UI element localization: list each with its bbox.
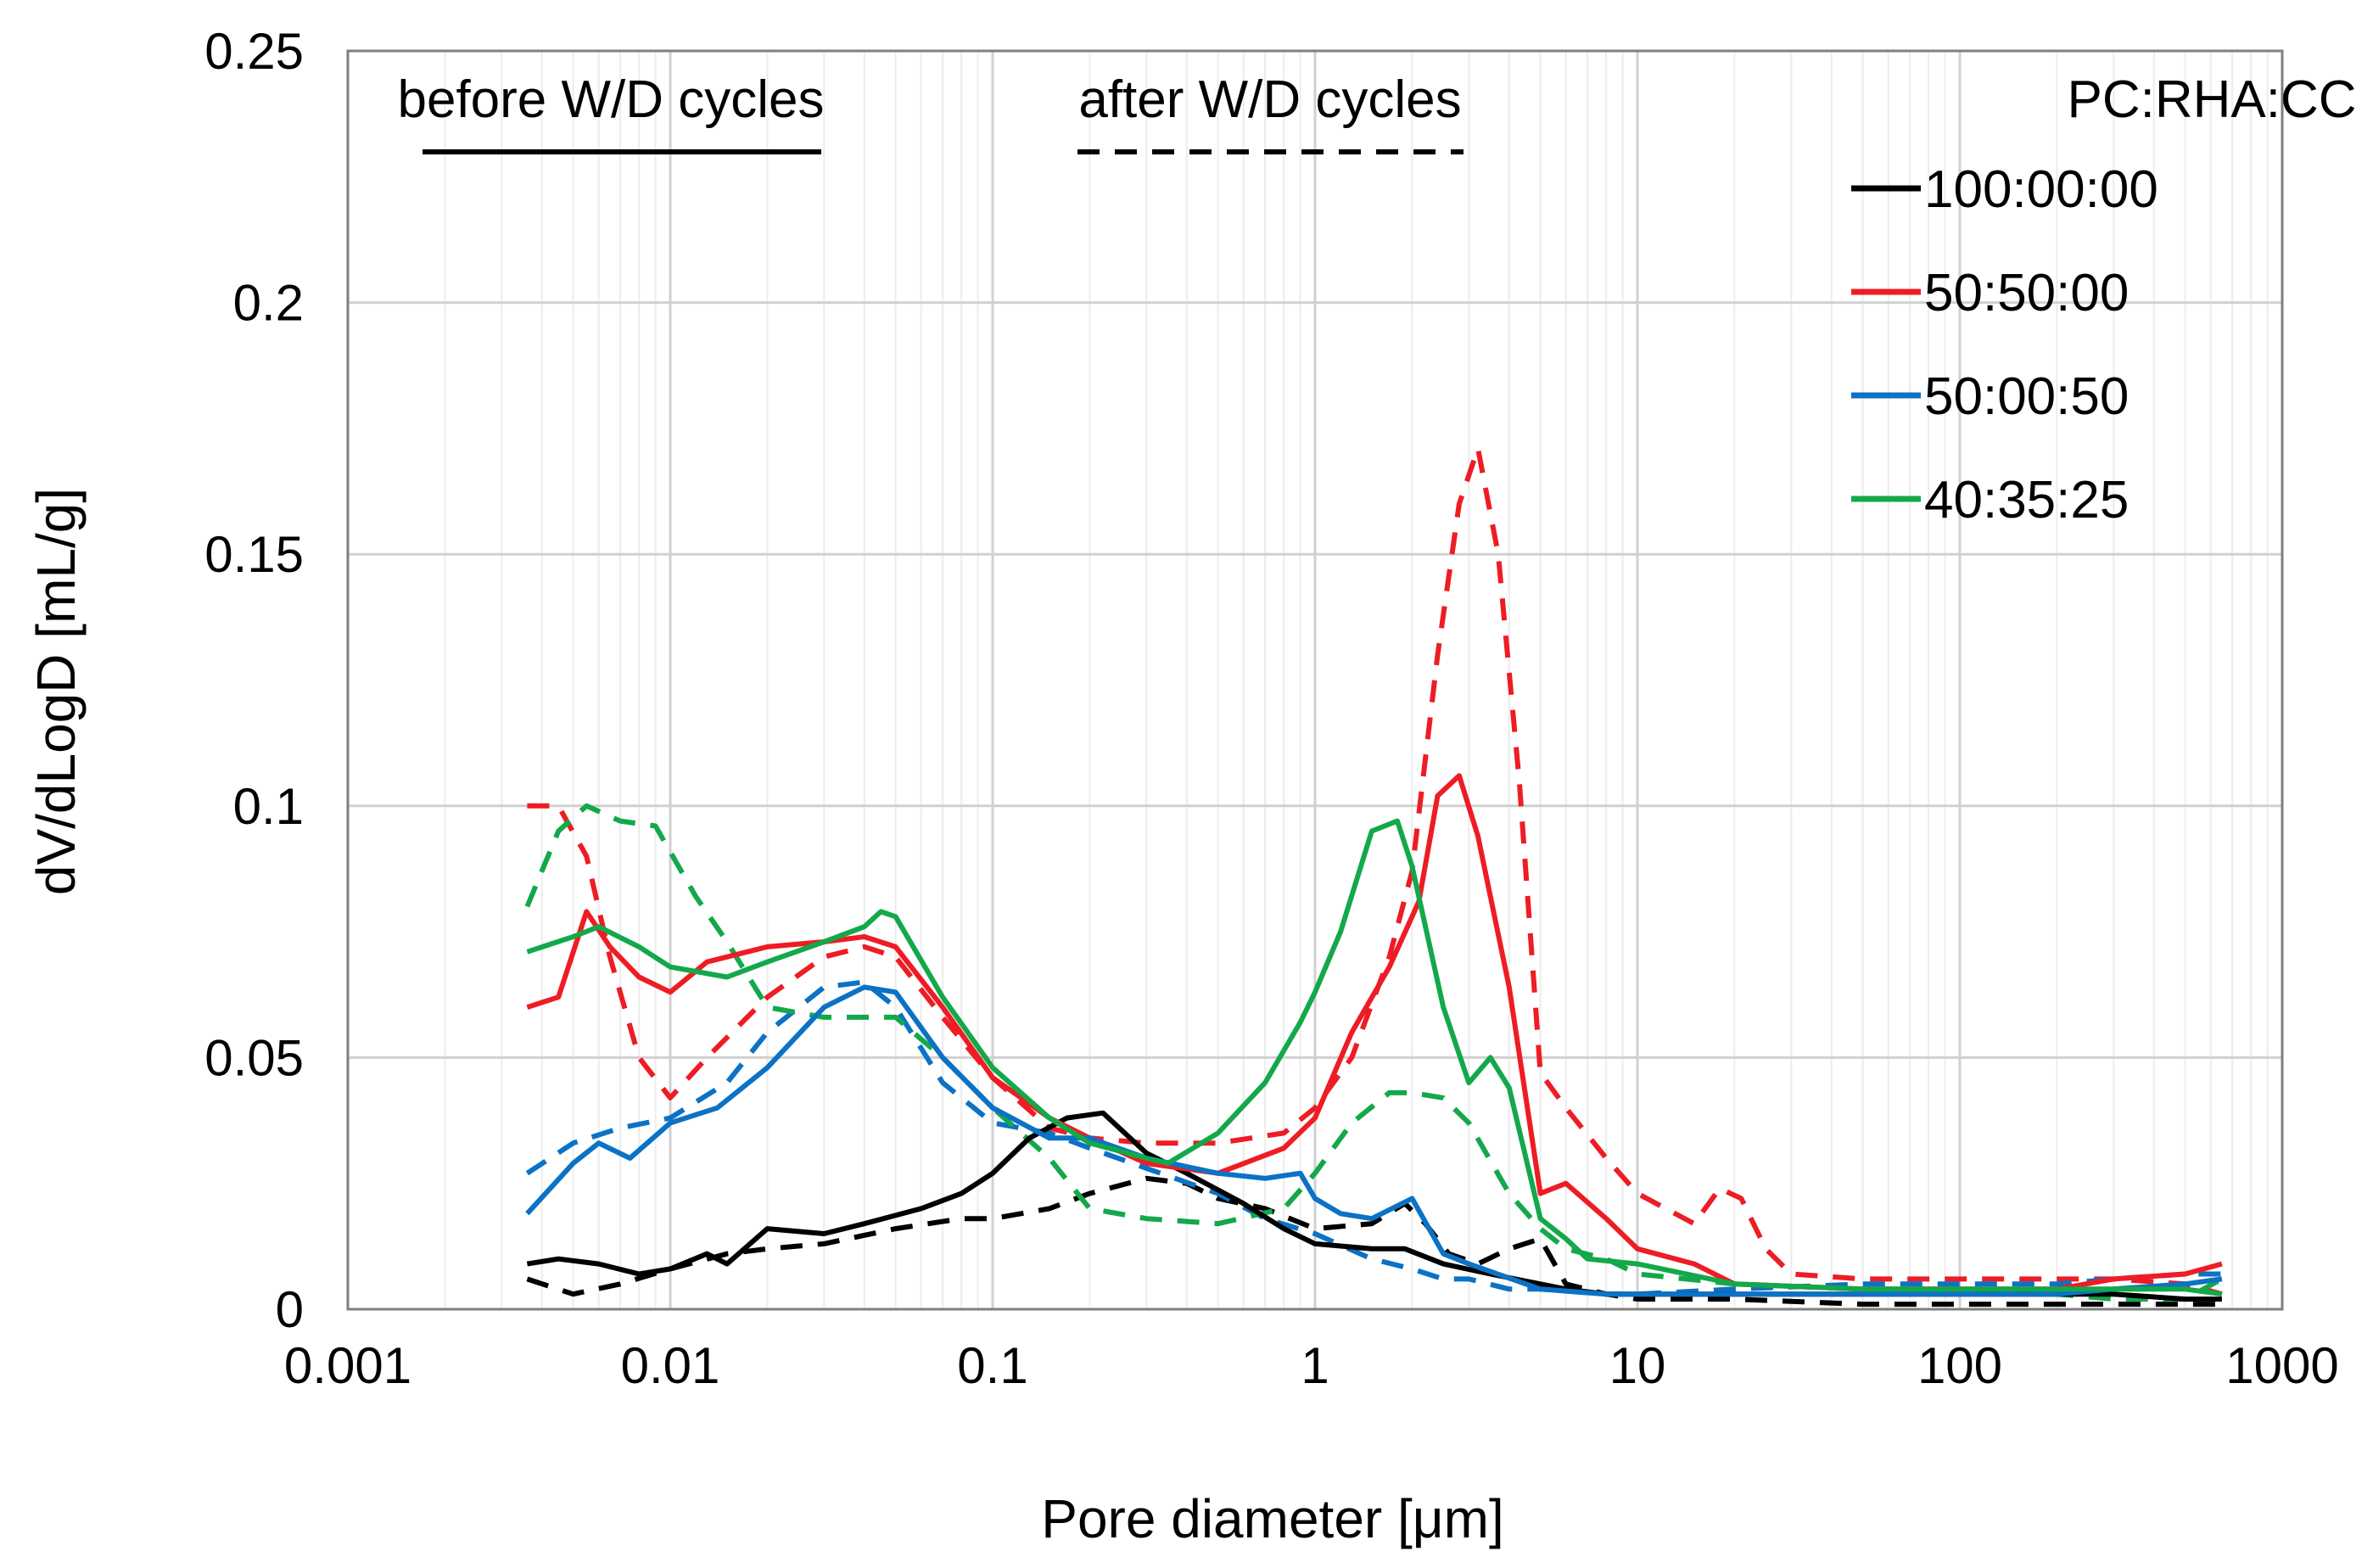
x-tick-label: 10	[1609, 1337, 1666, 1394]
series-line-50-50-00-before	[526, 773, 2223, 1292]
series-line-40-35-25-before	[526, 818, 2223, 1297]
y-tick-label: 0.2	[233, 275, 304, 332]
legend-label: 50:00:50	[1924, 367, 2129, 426]
y-axis-title: dV/dLogD [mL/g]	[25, 488, 87, 895]
annotation-after: after W/D cycles	[1077, 70, 1464, 154]
plot-frame	[346, 49, 2284, 1311]
y-tick-label: 0.15	[204, 526, 304, 583]
annotation-after-text: after W/D cycles	[1078, 70, 1461, 129]
x-tick-label: 0.01	[621, 1337, 720, 1394]
x-axis-title: Pore diameter [μm]	[1041, 1488, 1504, 1549]
legend: PC:RHA:CC 100:00:00 50:50:00 50:00:50 40:35…	[1851, 70, 2357, 529]
series-line-100-00-00-after	[526, 1175, 2222, 1308]
x-tick-label: 0.001	[284, 1337, 411, 1394]
annotation-before: before W/D cycles	[397, 70, 825, 154]
annotation-before-text: before W/D cycles	[397, 70, 824, 129]
x-tick-label: 0.1	[957, 1337, 1027, 1394]
y-tick-label: 0.05	[204, 1029, 304, 1086]
legend-label: 100:00:00	[1924, 160, 2158, 219]
series-line-50-00-50-before	[525, 984, 2223, 1297]
series-line-100-00-00-before	[526, 1110, 2222, 1302]
legend-label: 40:35:25	[1924, 471, 2129, 529]
x-tick-label: 100	[1917, 1337, 2002, 1394]
legend-entries: 100:00:00 50:50:00 50:00:50 40:35:25	[1851, 160, 2158, 529]
x-tick-label: 1000	[2225, 1337, 2338, 1394]
y-tick-label: 0.1	[233, 778, 304, 835]
y-tick-label: 0.25	[204, 23, 304, 80]
x-tick-label: 1	[1301, 1337, 1329, 1394]
series-line-50-00-50-after	[525, 979, 2222, 1297]
legend-title: PC:RHA:CC	[2067, 70, 2356, 129]
y-tick-label: 0	[276, 1281, 304, 1338]
x-tick-labels: 0.001 0.01 0.1 1 10 100 1000	[284, 1337, 2339, 1394]
legend-label: 50:50:00	[1924, 264, 2129, 322]
minor-grid	[444, 51, 2269, 1309]
series-line-50-50-00-after	[527, 445, 2223, 1297]
y-tick-labels: 0 0.05 0.1 0.15 0.2 0.25	[204, 23, 304, 1338]
series-layer	[524, 445, 2224, 1308]
series-line-40-35-25-after	[524, 803, 2224, 1302]
